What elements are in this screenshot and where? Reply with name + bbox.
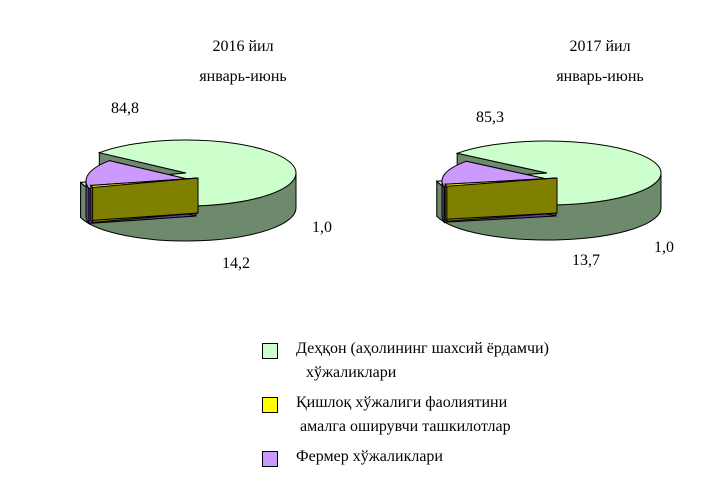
- pie-slice-rim: [444, 182, 448, 223]
- legend-label-tashkilot-line1: Қишлоқ хўжалиги фаолиятини: [296, 394, 508, 411]
- chart-title-2016: 2016 йил январь-июнь: [143, 32, 343, 92]
- legend-label-dehkon-line2: хўжаликлари: [306, 364, 397, 381]
- legend-label-dehkon-line1: Деҳқон (аҳолининг шахсий ёрдамчи): [296, 340, 549, 357]
- pie-2017: 85,3 1,0 13,7: [435, 109, 674, 269]
- pie-slice-rim: [90, 184, 94, 224]
- data-label-dehkon: 85,3: [476, 109, 504, 126]
- data-label-dehkon: 84,8: [111, 100, 139, 117]
- pie-slice-tashkilot: [89, 177, 199, 224]
- chart-title-year: 2016 йил: [212, 38, 274, 55]
- chart-title-year: 2017 йил: [569, 38, 631, 55]
- data-label-fermer: 14,2: [222, 255, 250, 272]
- pie-2016: 84,8 1,0 14,2: [79, 100, 332, 272]
- legend-label-fermer-line1: Фермер хўжаликлари: [296, 448, 443, 465]
- data-label-fermer: 13,7: [572, 252, 600, 269]
- pie-slice-top: [89, 177, 199, 189]
- legend-swatch-fermer: [262, 451, 278, 467]
- pie-slice-top: [444, 177, 558, 187]
- data-label-tashkilot: 1,0: [654, 239, 674, 256]
- legend-swatch-tashkilot: [262, 397, 278, 413]
- chart-title-period: январь-июнь: [199, 68, 287, 85]
- legend-swatch-dehkon: [262, 343, 278, 359]
- pie-slice-tashkilot: [444, 177, 558, 223]
- data-label-tashkilot: 1,0: [312, 219, 332, 236]
- legend-label-tashkilot-line2: амалга оширувчи ташкилотлар: [300, 418, 511, 435]
- chart-title-period: январь-июнь: [556, 68, 644, 85]
- chart-title-2017: 2017 йил январь-июнь: [500, 32, 700, 92]
